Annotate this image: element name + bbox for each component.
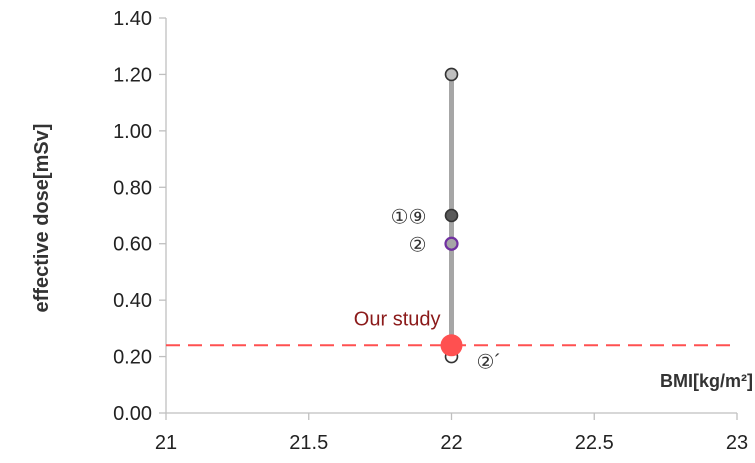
x-axis-label: BMI[kg/m²] bbox=[660, 371, 753, 391]
y-tick-label: 0.60 bbox=[113, 234, 152, 256]
annotations: ①⑨ ② Our study ②´ bbox=[354, 207, 501, 374]
x-tick-label: 22.5 bbox=[575, 432, 614, 454]
y-tick-label: 1.00 bbox=[113, 121, 152, 143]
y-tick-label: 1.20 bbox=[113, 64, 152, 86]
y-tick-label: 0.20 bbox=[113, 347, 152, 369]
x-tick-label: 21 bbox=[155, 432, 177, 454]
y-axis-label: effective dose[mSv] bbox=[31, 124, 53, 313]
x-tick-label: 23 bbox=[726, 432, 748, 454]
x-tick-label: 21.5 bbox=[289, 432, 328, 454]
data-points bbox=[440, 67, 463, 364]
data-point bbox=[444, 208, 459, 223]
x-axis-ticks: 21 21.5 22 22.5 23 bbox=[155, 413, 748, 454]
y-tick-label: 0.00 bbox=[113, 403, 152, 425]
data-point bbox=[444, 67, 459, 82]
annotation-label: ①⑨ bbox=[391, 207, 427, 229]
x-tick-label: 22 bbox=[440, 432, 462, 454]
y-tick-label: 1.40 bbox=[113, 8, 152, 30]
annotation-label: ② bbox=[409, 235, 427, 257]
our-study-point bbox=[440, 334, 463, 357]
y-tick-label: 0.80 bbox=[113, 177, 152, 199]
y-axis-ticks: 0.00 0.20 0.40 0.60 0.80 1.00 1.20 1.40 bbox=[113, 8, 166, 425]
y-tick-label: 0.40 bbox=[113, 290, 152, 312]
annotation-label: ②´ bbox=[477, 352, 502, 374]
our-study-label: Our study bbox=[354, 308, 441, 330]
data-point bbox=[444, 236, 459, 251]
